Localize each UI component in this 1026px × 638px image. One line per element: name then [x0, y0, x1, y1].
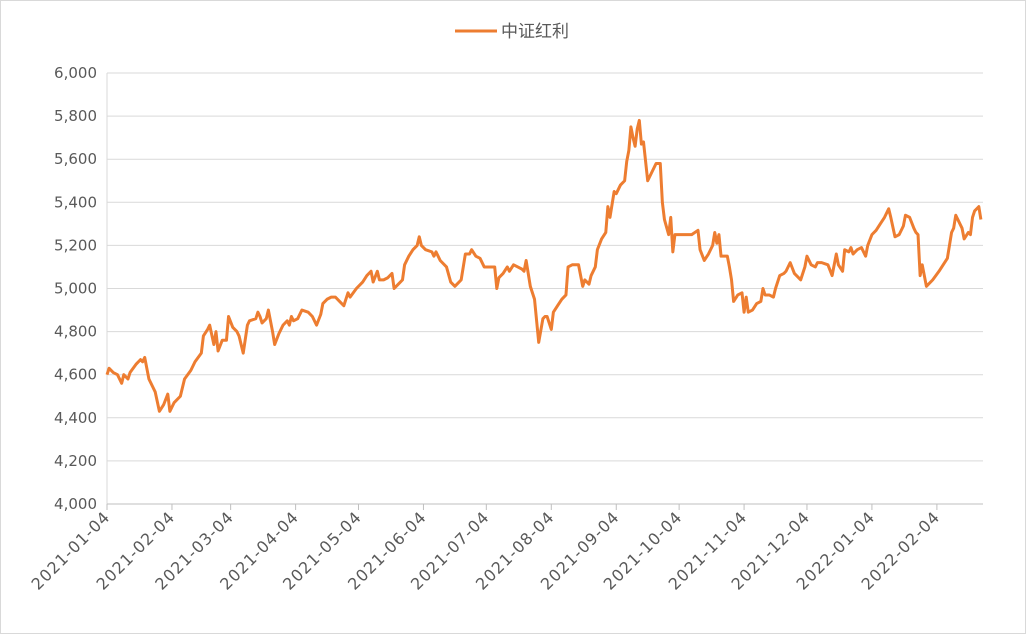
y-tick-label: 5,000	[54, 280, 97, 298]
y-tick-label: 4,200	[54, 452, 97, 470]
y-tick-label: 4,400	[54, 409, 97, 427]
line-series	[105, 118, 983, 413]
y-tick-label: 5,400	[54, 193, 97, 211]
y-tick-label: 4,800	[54, 323, 97, 341]
legend-label: 中证红利	[501, 22, 569, 42]
y-tick-label: 5,200	[54, 236, 97, 254]
y-tick-label: 4,600	[54, 366, 97, 384]
y-tick-label: 5,800	[54, 107, 97, 125]
y-tick-label: 5,600	[54, 150, 97, 168]
y-tick-label: 4,000	[54, 495, 97, 513]
y-tick-label: 6,000	[54, 64, 97, 82]
